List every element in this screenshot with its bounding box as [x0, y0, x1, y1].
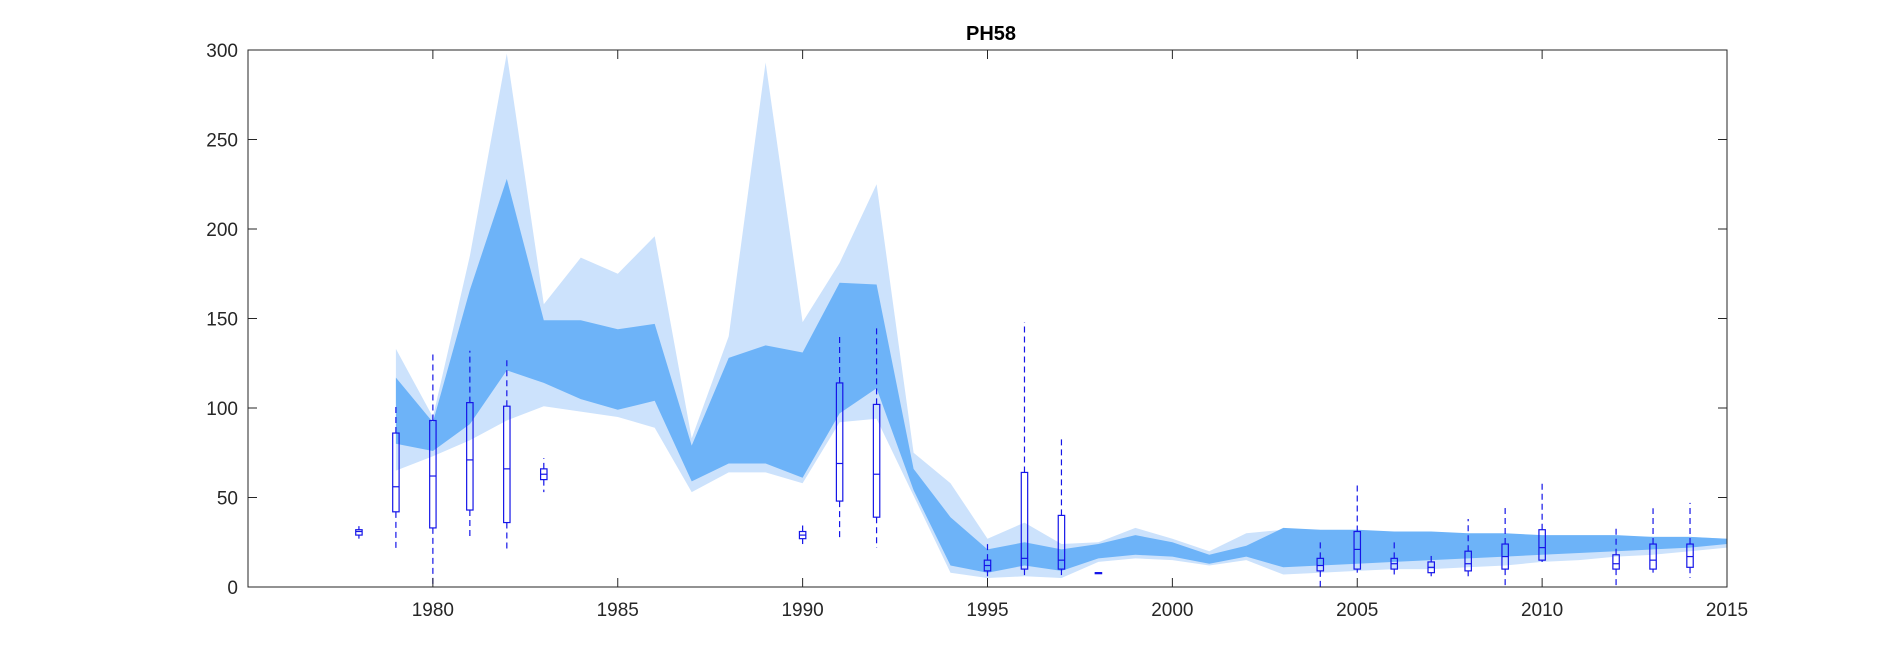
boxplot-2008: [1464, 518, 1472, 577]
chart-title: PH58: [966, 23, 1016, 45]
x-tick-label: 1980: [412, 600, 454, 621]
boxplot-1995: [983, 542, 992, 577]
y-tick-label: 150: [206, 310, 238, 331]
box: [835, 382, 844, 502]
x-tick-label: 1995: [966, 600, 1008, 621]
y-tick-label: 200: [206, 220, 238, 241]
y-tick-label: 300: [206, 41, 238, 62]
y-tick-label: 0: [227, 578, 238, 599]
y-tick-label: 250: [206, 131, 238, 152]
box: [1316, 557, 1325, 572]
x-tick-label: 2010: [1521, 600, 1563, 621]
boxplot-1992: [872, 325, 881, 548]
box: [429, 419, 437, 529]
boxplot-2007: [1427, 552, 1436, 577]
box: [392, 432, 400, 513]
box: [1538, 529, 1546, 561]
boxplot-2005: [1353, 483, 1362, 573]
boxplot-1990: [798, 524, 807, 545]
box: [503, 405, 511, 524]
box: [1020, 471, 1029, 570]
boxplot-1997: [1057, 438, 1066, 577]
x-tick-label: 2015: [1706, 600, 1748, 621]
boxplot-1982: [503, 357, 511, 550]
box: [466, 402, 474, 511]
box: [872, 403, 881, 518]
boxplot-2014: [1686, 502, 1694, 579]
box: [1612, 554, 1620, 570]
boxplot-1983: [539, 458, 548, 493]
x-tick-label: 2000: [1151, 600, 1193, 621]
boxplot-1980: [429, 354, 437, 587]
box: [1353, 530, 1362, 570]
box: [1686, 543, 1694, 568]
box: [1649, 543, 1657, 570]
boxplot-2006: [1390, 542, 1399, 575]
boxplot-2012: [1612, 527, 1620, 587]
box: [355, 529, 363, 536]
boxplot-2010: [1538, 483, 1546, 562]
x-tick-label: 2005: [1336, 600, 1378, 621]
inner-band-area: [395, 178, 1727, 573]
boxplot-1998: [1094, 572, 1103, 575]
boxplot-1979: [392, 404, 400, 550]
boxplot-1978: [355, 526, 363, 539]
band-layer: [395, 53, 1727, 579]
y-tick-label: 50: [217, 489, 238, 510]
boxplot-2009: [1501, 506, 1509, 587]
boxplot-2004: [1316, 538, 1325, 587]
x-tick-label: 1985: [597, 600, 639, 621]
boxplot-layer: [355, 322, 1694, 587]
boxplot-1981: [466, 350, 474, 537]
x-tick-label: 1990: [781, 600, 823, 621]
boxplot-2013: [1649, 508, 1657, 573]
boxplot-1996: [1020, 322, 1029, 579]
box: [1057, 514, 1066, 570]
y-tick-label: 100: [206, 399, 238, 420]
axes: 1980 1985 1990 1995 2000 2005 2010 2015 0 50 100 15…: [206, 41, 1748, 621]
box: [1464, 550, 1472, 572]
boxplot-1991: [835, 334, 844, 539]
